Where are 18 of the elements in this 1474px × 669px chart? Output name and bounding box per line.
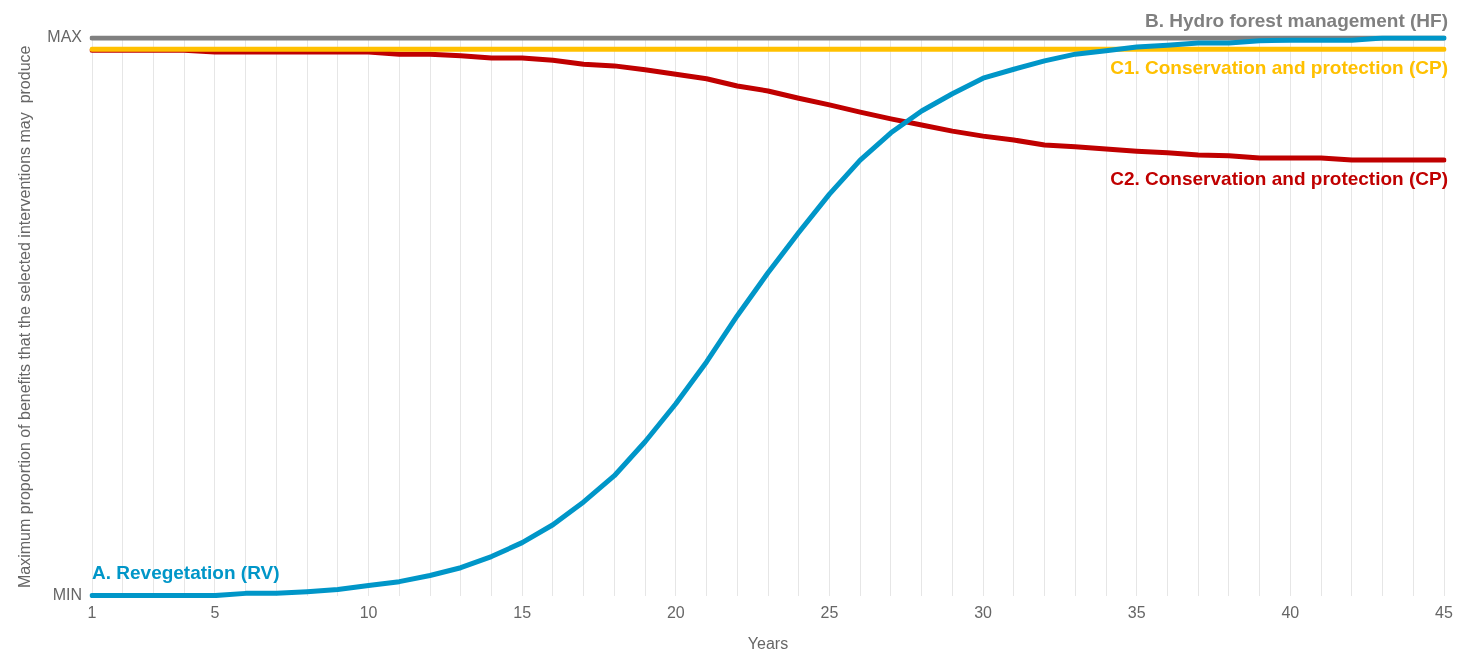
x-tick-label: 1 bbox=[87, 603, 97, 621]
y-axis-title: Maximum proportion of benefits that the selected interventions may produce bbox=[16, 45, 34, 589]
x-tick-label: 25 bbox=[820, 603, 839, 621]
annotation: MAX bbox=[47, 28, 83, 46]
series-label: B. Hydro forest management (HF) bbox=[1145, 10, 1448, 32]
x-tick-label: 15 bbox=[513, 603, 532, 621]
x-tick-label: 35 bbox=[1127, 603, 1146, 621]
series-label: C2. Conservation and protection (CP) bbox=[1110, 168, 1448, 190]
annotation: MIN bbox=[52, 586, 82, 604]
series-label: C1. Conservation and protection (CP) bbox=[1110, 57, 1448, 79]
x-tick-label: 5 bbox=[210, 603, 220, 621]
x-tick-label: 10 bbox=[359, 603, 378, 621]
x-tick-label: 40 bbox=[1281, 603, 1300, 621]
x-tick-label: 30 bbox=[974, 603, 993, 621]
x-tick-label: 20 bbox=[666, 603, 685, 621]
x-tick-label: 45 bbox=[1435, 603, 1453, 621]
series-label: A. Revegetation (RV) bbox=[92, 561, 280, 583]
x-axis-title: Years bbox=[747, 634, 789, 652]
